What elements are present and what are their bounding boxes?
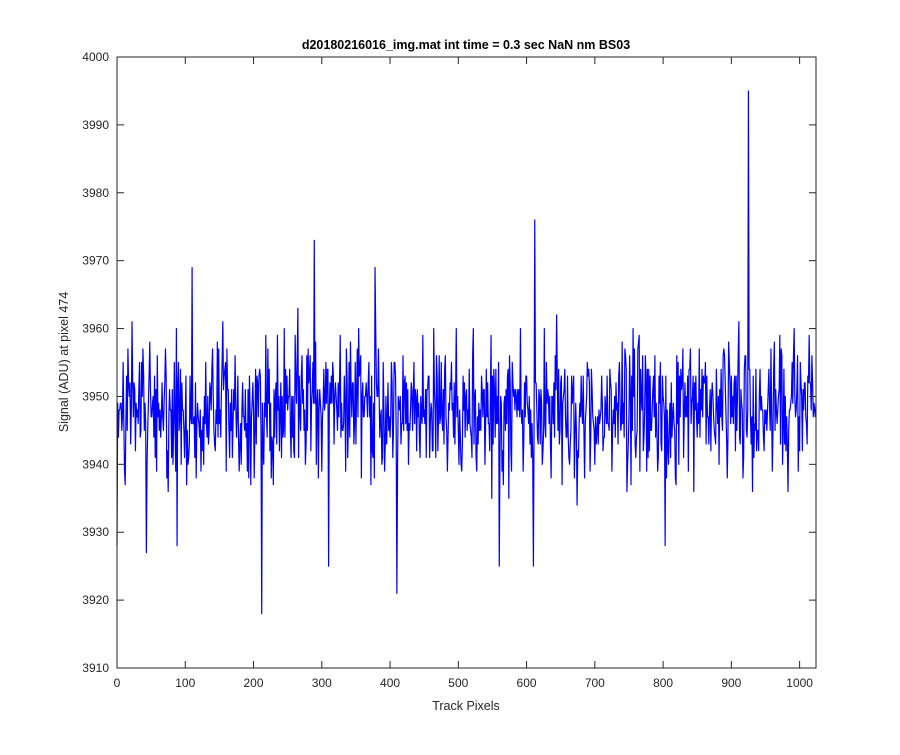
y-tick-label: 3930 (82, 525, 109, 539)
x-tick-label: 200 (244, 676, 264, 690)
y-tick-label: 3970 (82, 254, 109, 268)
y-tick-label: 4000 (82, 50, 109, 64)
chart-title: d20180216016_img.mat int time = 0.3 sec … (302, 38, 630, 52)
x-axis-label: Track Pixels (432, 699, 500, 713)
y-tick-label: 3920 (82, 593, 109, 607)
x-axis-ticks: 0 100 200 300 400 500 600 700 800 900 1000 (114, 57, 813, 690)
y-tick-label: 3960 (82, 322, 109, 336)
x-tick-label: 300 (312, 676, 332, 690)
x-tick-label: 800 (653, 676, 673, 690)
x-tick-label: 0 (114, 676, 121, 690)
y-tick-label: 3990 (82, 118, 109, 132)
y-tick-label: 3940 (82, 457, 109, 471)
x-tick-label: 1000 (786, 676, 813, 690)
y-axis-label: Signal (ADU) at pixel 474 (57, 292, 71, 432)
x-tick-label: 400 (380, 676, 400, 690)
axes-box (116, 56, 817, 669)
y-tick-label: 3910 (82, 661, 109, 675)
x-tick-label: 500 (448, 676, 468, 690)
x-tick-label: 700 (585, 676, 605, 690)
y-axis-ticks: 3910 3920 3930 3940 3950 3960 3970 3980 3990 4000 (82, 50, 816, 675)
x-tick-label: 900 (721, 676, 741, 690)
x-tick-label: 100 (175, 676, 195, 690)
y-tick-label: 3950 (82, 389, 109, 403)
series-line (116, 90, 817, 615)
x-tick-label: 600 (517, 676, 537, 690)
y-tick-label: 3980 (82, 186, 109, 200)
